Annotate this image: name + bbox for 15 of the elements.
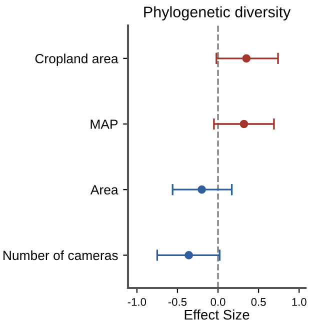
point <box>198 185 206 194</box>
x-tick-label: 0.0 <box>210 298 226 306</box>
point <box>242 54 251 63</box>
y-tick-label: Number of cameras <box>4 250 118 260</box>
y-tick-label: Area <box>90 185 118 195</box>
x-tick-label: -0.5 <box>168 298 187 306</box>
x-tick-label: -1.0 <box>128 298 146 306</box>
point <box>184 251 193 260</box>
y-tick-label: Cropland area <box>35 54 118 66</box>
x-tick-label: 1.0 <box>292 298 306 306</box>
y-tick-label: MAP <box>90 120 118 129</box>
point <box>240 120 248 128</box>
x-axis-title: Effect Size <box>184 309 250 320</box>
chart-title: Phylogenetic diversity <box>144 6 291 20</box>
x-tick-label: 0.5 <box>251 298 266 306</box>
